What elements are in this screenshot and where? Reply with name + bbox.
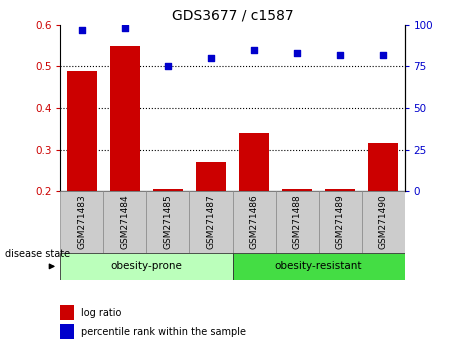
Text: percentile rank within the sample: percentile rank within the sample: [81, 327, 246, 337]
Bar: [239, 133, 269, 191]
Point: [336, 52, 344, 58]
Point: [78, 27, 86, 33]
Text: GSM271488: GSM271488: [292, 194, 301, 249]
Point: [250, 47, 258, 53]
Bar: [232, 191, 275, 253]
Bar: [60, 305, 74, 320]
Title: GDS3677 / c1587: GDS3677 / c1587: [172, 8, 293, 22]
Bar: [60, 324, 74, 339]
Text: GSM271485: GSM271485: [164, 194, 173, 249]
Bar: [232, 253, 405, 280]
Bar: [319, 191, 362, 253]
Point: [379, 52, 387, 58]
Text: GSM271490: GSM271490: [379, 194, 387, 249]
Text: GSM271486: GSM271486: [250, 194, 259, 249]
Text: GSM271487: GSM271487: [206, 194, 215, 249]
Text: GSM271489: GSM271489: [336, 194, 345, 249]
Text: GSM271483: GSM271483: [78, 194, 86, 249]
Bar: [60, 253, 232, 280]
Point: [293, 50, 301, 56]
Bar: [325, 189, 355, 191]
Bar: [190, 191, 232, 253]
Text: disease state: disease state: [5, 249, 70, 259]
Bar: [67, 70, 97, 191]
Bar: [362, 191, 405, 253]
Point: [121, 25, 129, 31]
Bar: [146, 191, 190, 253]
Bar: [282, 189, 312, 191]
Bar: [368, 143, 398, 191]
Bar: [110, 46, 140, 191]
Point: [164, 64, 172, 69]
Text: obesity-resistant: obesity-resistant: [275, 261, 362, 272]
Bar: [103, 191, 146, 253]
Bar: [153, 189, 183, 191]
Point: [207, 55, 215, 61]
Text: GSM271484: GSM271484: [120, 194, 129, 249]
Bar: [60, 191, 103, 253]
Bar: [275, 191, 319, 253]
Text: log ratio: log ratio: [81, 308, 122, 318]
Text: obesity-prone: obesity-prone: [111, 261, 182, 272]
Bar: [196, 162, 226, 191]
